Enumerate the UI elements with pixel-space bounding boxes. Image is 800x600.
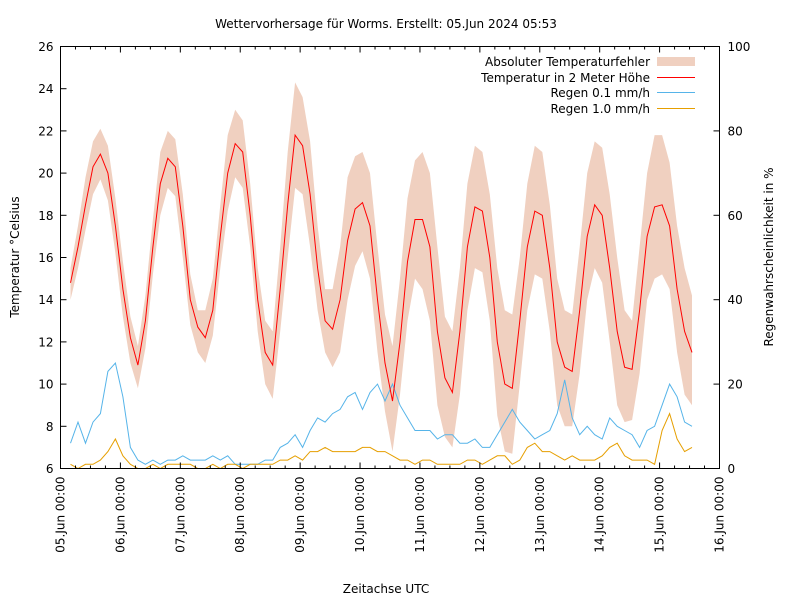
y2-tick-label: 20 [728, 378, 743, 392]
y-tick-label: 6 [46, 462, 54, 476]
x-tick-label: 10.Jun 00:00 [353, 477, 367, 553]
legend-label-error: Absoluter Temperaturfehler [485, 55, 650, 69]
y-tick-label: 18 [38, 209, 53, 223]
y-tick-label: 20 [38, 167, 53, 181]
y2-tick-label: 60 [728, 209, 743, 223]
y-tick-label: 8 [46, 420, 54, 434]
y-tick-label: 10 [38, 378, 53, 392]
rain-01-line [70, 361, 693, 465]
chart-title: Wettervorhersage für Worms. Erstellt: 05… [215, 17, 557, 31]
x-tick-label: 15.Jun 00:00 [653, 477, 667, 553]
y-tick-label: 12 [38, 335, 53, 349]
legend-label-temperature: Temperatur in 2 Meter Höhe [480, 71, 650, 85]
y2-tick-label: 0 [728, 462, 736, 476]
rain-10-line [70, 412, 693, 469]
x-tick-label: 07.Jun 00:00 [173, 477, 187, 553]
legend-swatch-error [657, 57, 695, 66]
x-tick-label: 12.Jun 00:00 [473, 477, 487, 553]
y-tick-label: 22 [38, 124, 53, 138]
axes: 05.Jun 00:00 06.Jun 00:00 07.Jun 00:00 08.J… [38, 40, 750, 553]
y-tick-label: 24 [38, 82, 53, 96]
x-tick-label: 09.Jun 00:00 [293, 477, 307, 553]
y2-tick-label: 100 [728, 40, 751, 54]
x-tick-label: 13.Jun 00:00 [533, 477, 547, 553]
x-tick-label: 14.Jun 00:00 [593, 477, 607, 553]
y-tick-label: 26 [38, 40, 53, 54]
plot-area [70, 82, 693, 469]
legend-label-rain10: Regen 1.0 mm/h [550, 102, 650, 116]
x-tick-label: 06.Jun 00:00 [113, 477, 127, 553]
y2-tick-label: 80 [728, 124, 743, 138]
y2-tick-label: 40 [728, 293, 743, 307]
x-axis-label: Zeitachse UTC [343, 582, 429, 596]
error-band [70, 82, 692, 454]
x-tick-label: 11.Jun 00:00 [413, 477, 427, 553]
y-tick-label: 14 [38, 293, 53, 307]
x-tick-label: 16.Jun 00:00 [713, 477, 727, 553]
legend: Absoluter Temperaturfehler Temperatur in… [480, 55, 695, 116]
temperature-line [70, 133, 693, 402]
legend-label-rain01: Regen 0.1 mm/h [550, 86, 650, 100]
x-tick-label: 05.Jun 00:00 [54, 477, 68, 553]
y-axis-label: Temperatur °Celsius [8, 196, 22, 318]
y2-axis-label: Regenwahrscheinlichkeit in % [762, 167, 776, 346]
y-tick-label: 16 [38, 251, 53, 265]
x-tick-label: 08.Jun 00:00 [233, 477, 247, 553]
